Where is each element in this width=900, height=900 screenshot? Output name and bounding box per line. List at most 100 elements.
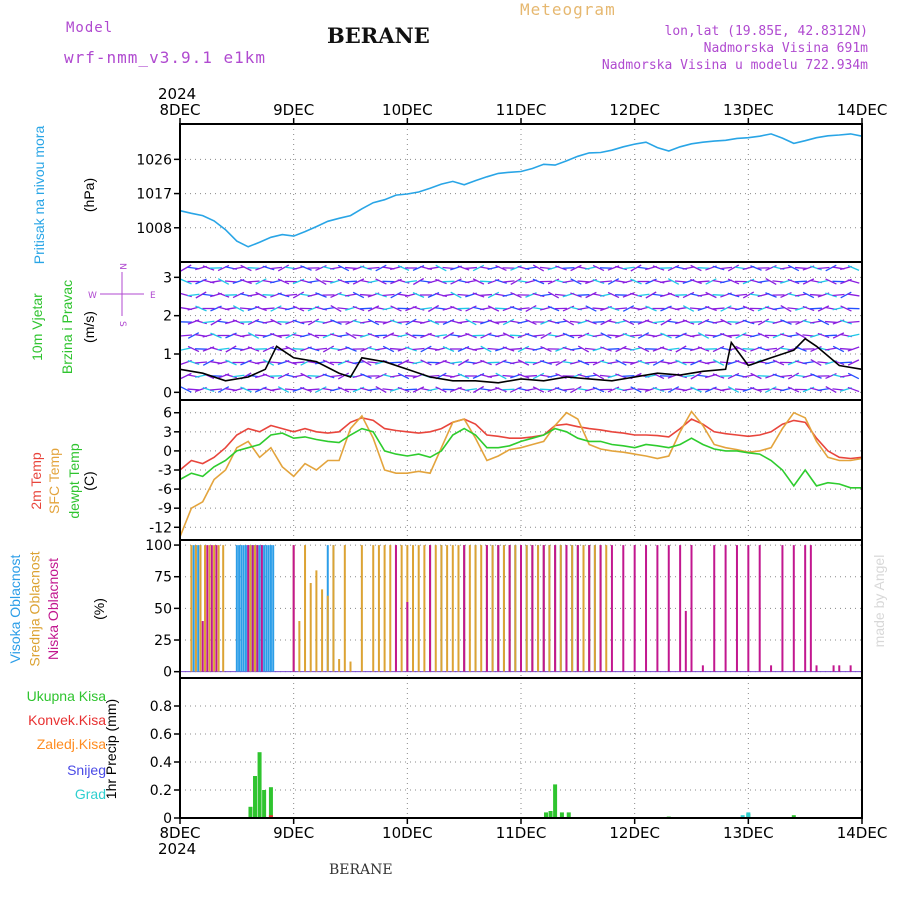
wind-barb xyxy=(217,278,230,285)
wind-barb xyxy=(322,359,335,366)
wind-barb xyxy=(555,359,567,366)
wind-barb xyxy=(337,264,350,272)
wind-barb xyxy=(510,386,522,393)
wind-barb xyxy=(727,334,740,337)
wind-barb xyxy=(262,294,275,296)
legend-convective-rain: Konvek.Kisa xyxy=(28,712,106,728)
wind-barb xyxy=(509,347,523,351)
wind-barb xyxy=(405,332,417,339)
wind-barb xyxy=(345,318,357,326)
wind-barb xyxy=(705,291,717,299)
wind-barb xyxy=(262,320,275,324)
wind-barb xyxy=(277,372,290,380)
wind-barb xyxy=(524,361,538,364)
wind-barb xyxy=(637,293,650,297)
wind-barb xyxy=(187,293,200,297)
wind-barb xyxy=(825,292,837,298)
wind-barb xyxy=(247,332,260,339)
wind-barb xyxy=(359,293,373,297)
wind-barb xyxy=(637,332,650,339)
wind-barb xyxy=(644,361,658,364)
wind-barb xyxy=(495,279,507,284)
wind-barb xyxy=(344,266,358,270)
model-label: Model xyxy=(66,20,114,36)
wind-barb xyxy=(315,386,327,393)
wind-barb xyxy=(412,277,425,286)
wind-barb xyxy=(180,372,192,380)
wind-barb xyxy=(547,305,560,312)
y-tick-label: 3 xyxy=(163,270,172,286)
wind-barb xyxy=(780,305,792,312)
wind-barb xyxy=(712,265,725,271)
wind-barb xyxy=(389,361,403,364)
wind-barb xyxy=(457,373,470,379)
pressure-unit: (hPa) xyxy=(81,177,97,213)
footer-station: BERANE xyxy=(329,862,393,878)
wind-barb xyxy=(772,345,785,353)
wind-barb xyxy=(839,361,853,364)
wind-barb xyxy=(825,264,837,272)
wind-barb xyxy=(667,278,680,285)
wind-barb xyxy=(494,307,508,310)
wind-barb xyxy=(382,306,395,311)
wind-barb xyxy=(450,305,462,312)
wind-barb xyxy=(780,291,792,299)
wind-barb xyxy=(810,373,822,379)
wind-barb xyxy=(667,264,680,272)
wind-barb xyxy=(600,318,612,326)
wind-barb xyxy=(202,265,215,271)
wind-barb xyxy=(659,388,673,391)
wind-barb xyxy=(577,359,590,366)
legend-hail: Grad xyxy=(74,786,106,802)
wind-barb xyxy=(435,278,447,285)
wind-barb xyxy=(720,305,732,312)
wind-barb xyxy=(330,291,342,299)
x-tick-label-top: 14DEC xyxy=(837,101,888,119)
wind-barb xyxy=(420,359,432,366)
wind-barb xyxy=(832,332,845,339)
wind-barb xyxy=(532,264,545,272)
cloud-unit: (%) xyxy=(91,598,107,620)
wind-barb xyxy=(660,332,672,339)
wind-barb xyxy=(472,320,485,324)
wind-barb xyxy=(300,265,312,271)
wind-barb xyxy=(299,320,313,324)
wind-barb xyxy=(772,359,785,366)
y-tick-label: 0 xyxy=(163,385,172,401)
wind-barb xyxy=(494,333,508,338)
temp-label-sfc: SFC Temp xyxy=(46,448,62,514)
wind-barb xyxy=(734,293,748,297)
y-tick-label: 0 xyxy=(163,665,172,681)
wind-barb xyxy=(832,345,845,353)
wind-barb xyxy=(742,374,755,378)
wind-barb xyxy=(607,278,620,285)
legend-total-rain: Ukupna Kisa xyxy=(26,688,106,704)
wind-barb xyxy=(360,359,372,366)
wind-barb xyxy=(412,386,425,393)
wind-barb xyxy=(847,359,860,366)
wind-barb xyxy=(847,279,860,284)
wind-barb xyxy=(262,265,275,271)
wind-barb xyxy=(555,265,567,271)
wind-barb xyxy=(375,292,387,298)
wind-barb xyxy=(614,307,628,310)
wind-barb xyxy=(712,345,725,353)
wind-barb xyxy=(239,333,253,338)
wind-barb xyxy=(562,388,575,391)
wind-barb xyxy=(592,264,605,272)
wind-barb xyxy=(495,359,507,366)
wind-barb xyxy=(390,305,402,312)
y-tick-label: 0.2 xyxy=(150,783,172,799)
wind-barb xyxy=(585,305,597,312)
precip-bar xyxy=(268,815,273,818)
wind-barb xyxy=(674,280,688,283)
wind-barb xyxy=(255,278,267,285)
wind-barb xyxy=(802,291,815,299)
x-tick-label-bottom: 9DEC xyxy=(273,824,314,842)
wind-barb xyxy=(247,267,260,269)
wind-barb xyxy=(802,278,815,285)
wind-barb xyxy=(539,388,553,391)
wind-barb xyxy=(345,346,357,352)
wind-barb xyxy=(277,264,290,272)
wind-barb xyxy=(667,386,680,393)
